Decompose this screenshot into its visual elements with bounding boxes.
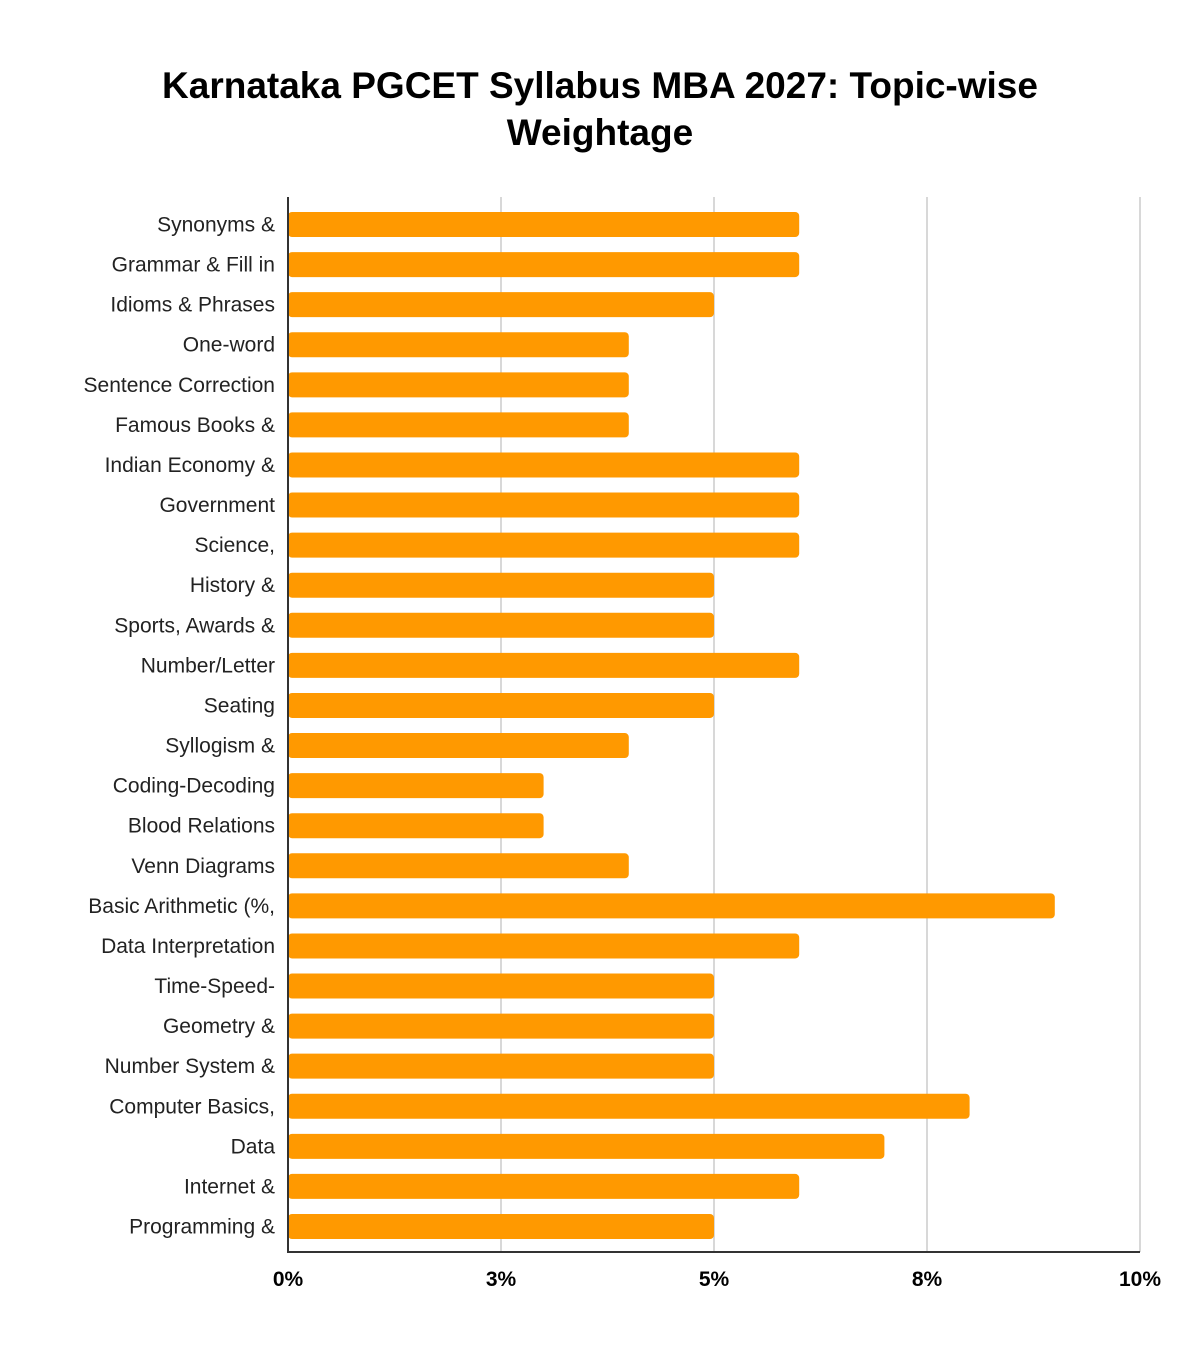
x-tick-label-0: 0% <box>273 1268 304 1291</box>
bar-21 <box>288 1053 714 1079</box>
category-label-20: Geometry & <box>163 1015 275 1038</box>
category-label-8: Science, <box>194 534 275 557</box>
bar-9 <box>288 572 714 598</box>
x-tick-label-2: 5% <box>699 1268 730 1291</box>
category-label-2: Idioms & Phrases <box>110 294 275 317</box>
x-tick-label-4: 10% <box>1119 1268 1161 1291</box>
bar-8 <box>288 532 800 558</box>
bar-0 <box>288 212 800 237</box>
bars <box>288 212 1055 1239</box>
bar-23 <box>288 1133 885 1159</box>
category-label-18: Data Interpretation <box>101 935 275 958</box>
category-label-11: Number/Letter <box>141 654 275 677</box>
category-label-5: Famous Books & <box>115 414 275 437</box>
category-label-3: One-word <box>183 334 275 357</box>
category-label-24: Internet & <box>184 1175 275 1198</box>
bar-10 <box>288 612 714 638</box>
bar-12 <box>288 692 714 718</box>
category-label-9: History & <box>190 574 275 597</box>
category-label-19: Time-Speed- <box>154 975 275 998</box>
bar-5 <box>288 412 629 438</box>
category-label-0: Synonyms & <box>157 214 275 237</box>
category-label-6: Indian Economy & <box>105 454 275 477</box>
category-labels: Synonyms & Grammar & Fill in Idioms & Phra… <box>84 214 276 1239</box>
bar-14 <box>288 773 544 799</box>
bar-24 <box>288 1173 800 1199</box>
category-label-22: Computer Basics, <box>109 1095 275 1118</box>
bar-13 <box>288 733 629 759</box>
axes <box>287 197 1140 1253</box>
bar-22 <box>288 1093 970 1119</box>
category-label-1: Grammar & Fill in <box>112 254 275 277</box>
bar-4 <box>288 372 629 398</box>
category-label-4: Sentence Correction <box>84 374 275 397</box>
bar-6 <box>288 452 800 478</box>
bar-19 <box>288 973 714 999</box>
chart-title-line-2: Weightage <box>507 112 693 153</box>
category-label-10: Sports, Awards & <box>114 614 275 637</box>
category-label-13: Syllogism & <box>165 735 275 758</box>
category-label-17: Basic Arithmetic (%, <box>88 895 275 918</box>
category-label-16: Venn Diagrams <box>131 855 275 878</box>
bar-3 <box>288 332 629 358</box>
category-label-23: Data <box>231 1135 276 1158</box>
category-label-25: Programming & <box>129 1216 275 1239</box>
bar-20 <box>288 1013 714 1039</box>
bar-2 <box>288 292 714 318</box>
category-label-15: Blood Relations <box>128 815 275 838</box>
category-label-7: Government <box>159 494 275 517</box>
bar-16 <box>288 853 629 879</box>
bar-1 <box>288 252 800 278</box>
bar-18 <box>288 933 800 959</box>
bar-17 <box>288 893 1055 919</box>
x-tick-label-3: 8% <box>912 1268 943 1291</box>
x-tick-labels: 0% 3% 5% 8% 10% <box>273 1268 1162 1291</box>
chart-title: Karnataka PGCET Syllabus MBA 2027: Topic… <box>162 65 1038 153</box>
category-label-14: Coding-Decoding <box>113 775 275 798</box>
category-label-21: Number System & <box>105 1055 275 1078</box>
bar-15 <box>288 813 544 839</box>
bar-25 <box>288 1214 714 1239</box>
bar-11 <box>288 652 800 678</box>
category-label-12: Seating <box>204 694 275 717</box>
chart-title-line-1: Karnataka PGCET Syllabus MBA 2027: Topic… <box>162 65 1038 106</box>
bar-7 <box>288 492 800 518</box>
x-tick-label-1: 3% <box>486 1268 517 1291</box>
